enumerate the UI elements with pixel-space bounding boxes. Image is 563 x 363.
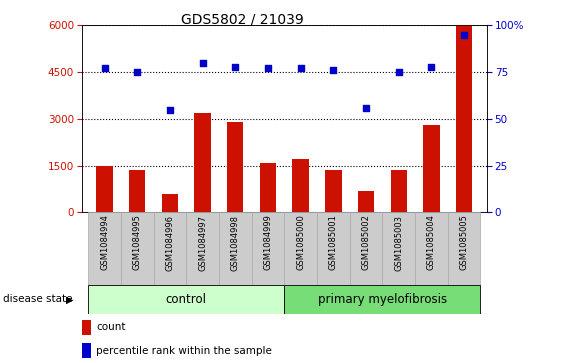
Bar — [82, 320, 91, 335]
Bar — [284, 212, 317, 285]
Bar — [293, 159, 309, 212]
Bar — [284, 285, 480, 314]
Bar — [423, 125, 440, 212]
Bar — [154, 212, 186, 285]
Text: GSM1085000: GSM1085000 — [296, 215, 305, 270]
Bar — [88, 285, 284, 314]
Bar — [129, 170, 145, 212]
Bar — [252, 212, 284, 285]
Text: GSM1085002: GSM1085002 — [361, 215, 370, 270]
Text: GSM1085005: GSM1085005 — [459, 215, 468, 270]
Point — [427, 64, 436, 69]
Bar — [325, 170, 342, 212]
Point — [263, 65, 272, 71]
Point — [231, 64, 240, 69]
Bar — [456, 25, 472, 212]
Bar — [260, 163, 276, 212]
Text: GSM1085004: GSM1085004 — [427, 215, 436, 270]
Bar — [88, 212, 121, 285]
Bar — [96, 166, 113, 212]
Point — [296, 65, 305, 71]
Bar — [219, 212, 252, 285]
Bar — [448, 212, 480, 285]
Bar — [227, 122, 243, 212]
Bar — [194, 113, 211, 212]
Bar — [82, 343, 91, 358]
Text: primary myelofibrosis: primary myelofibrosis — [318, 293, 447, 306]
Bar — [121, 212, 154, 285]
Point — [361, 105, 370, 111]
Text: GSM1084995: GSM1084995 — [133, 215, 142, 270]
Bar — [358, 191, 374, 212]
Text: GSM1084996: GSM1084996 — [166, 215, 175, 270]
Bar — [317, 212, 350, 285]
Text: GSM1084999: GSM1084999 — [263, 215, 272, 270]
Bar — [391, 170, 407, 212]
Bar — [162, 194, 178, 212]
Bar — [350, 212, 382, 285]
Point — [133, 69, 142, 75]
Text: control: control — [166, 293, 207, 306]
Bar — [415, 212, 448, 285]
Text: disease state: disease state — [3, 294, 72, 305]
Text: GDS5802 / 21039: GDS5802 / 21039 — [181, 13, 303, 27]
Text: ▶: ▶ — [66, 294, 74, 305]
Point — [394, 69, 403, 75]
Text: GSM1085003: GSM1085003 — [394, 215, 403, 270]
Point — [198, 60, 207, 66]
Text: percentile rank within the sample: percentile rank within the sample — [96, 346, 272, 356]
Bar — [186, 212, 219, 285]
Point — [166, 107, 175, 113]
Point — [100, 65, 109, 71]
Bar — [382, 212, 415, 285]
Point — [329, 68, 338, 73]
Text: GSM1084997: GSM1084997 — [198, 215, 207, 270]
Text: GSM1084998: GSM1084998 — [231, 215, 240, 270]
Point — [459, 32, 468, 38]
Text: GSM1084994: GSM1084994 — [100, 215, 109, 270]
Text: GSM1085001: GSM1085001 — [329, 215, 338, 270]
Text: count: count — [96, 322, 126, 332]
